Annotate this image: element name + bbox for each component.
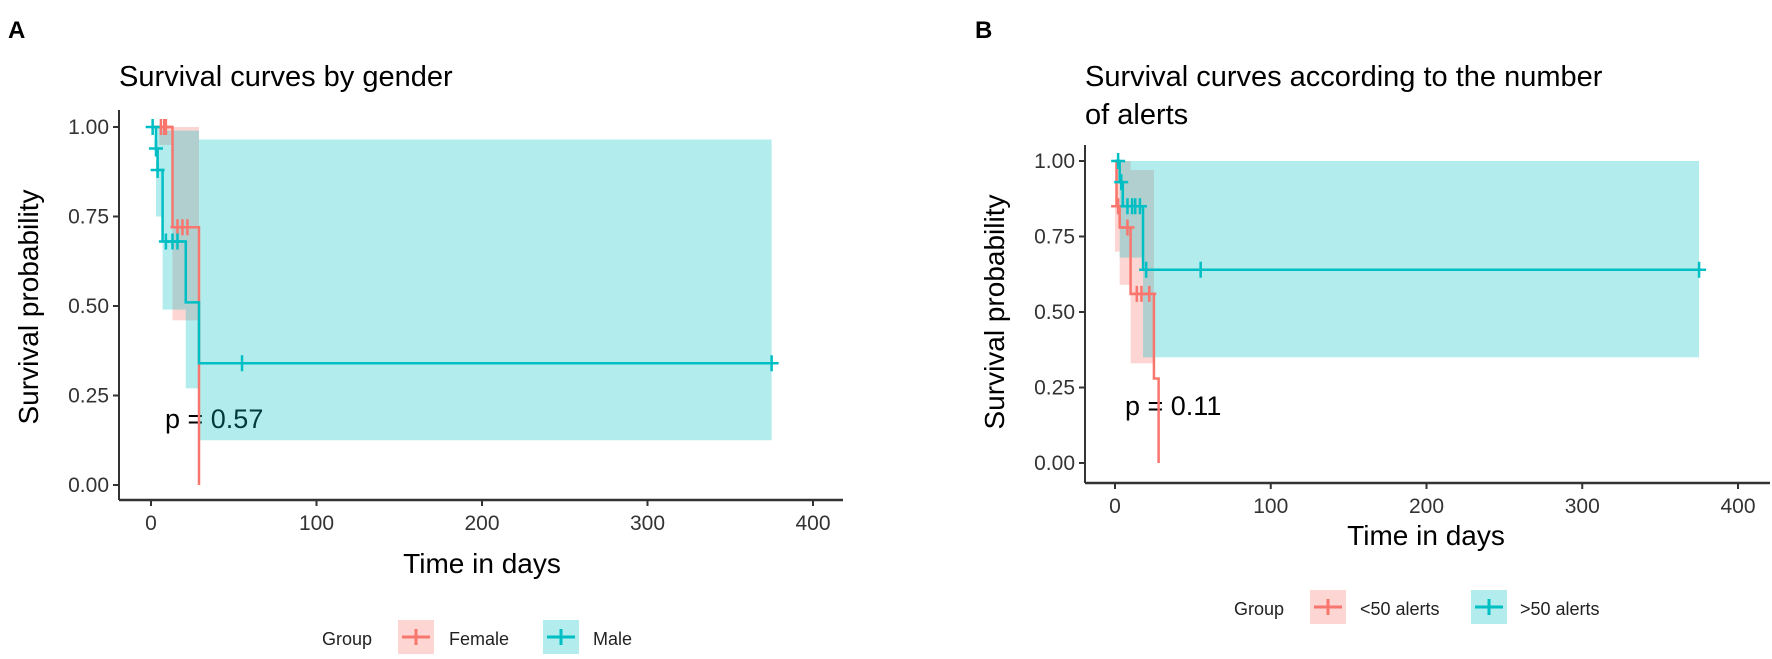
censor-mark [180, 219, 195, 236]
legend-key-icon [547, 629, 575, 645]
x-axis-label: Time in days [1347, 520, 1505, 551]
y-tick-label: 1.00 [1034, 150, 1075, 173]
confidence-band [155, 127, 163, 217]
y-tick-label: 0.75 [68, 206, 109, 229]
p-value-annotation: p = 0.57 [165, 404, 263, 434]
chart-title-line-1: Survival curves according to the number [1085, 61, 1603, 93]
censor-mark [1120, 219, 1135, 236]
censor-mark [1692, 261, 1707, 278]
x-tick-label: 100 [299, 512, 334, 535]
censor-mark [148, 140, 163, 157]
censor-mark [1114, 174, 1129, 191]
x-tick-label: 200 [1409, 495, 1444, 518]
confidence-band [1143, 161, 1700, 358]
y-axis-label: Survival probability [979, 195, 1010, 430]
censor-mark [170, 233, 185, 250]
y-tick-label: 0.75 [1034, 226, 1075, 249]
censor-mark [1193, 261, 1208, 278]
y-tick-label: 1.00 [68, 116, 109, 139]
legend-title: Group [322, 629, 372, 649]
y-tick-label: 0.50 [1034, 301, 1075, 324]
legend-key-icon [1475, 599, 1503, 615]
x-tick-label: 400 [795, 512, 830, 535]
x-tick-label: 200 [464, 512, 499, 535]
panel-letter-a: A [8, 17, 25, 44]
x-axis-label: Time in days [403, 548, 561, 579]
y-tick-label: 0.25 [1034, 377, 1075, 400]
p-value-annotation: p = 0.11 [1125, 391, 1221, 421]
confidence-band [162, 130, 186, 310]
confidence-band [159, 127, 173, 145]
x-tick-label: 400 [1720, 495, 1755, 518]
y-axis-label: Survival probability [13, 190, 44, 425]
legend-label-male: Male [593, 629, 632, 649]
confidence-band [185, 130, 199, 389]
legend-label-gt50: >50 alerts [1520, 599, 1600, 619]
x-tick-label: 300 [630, 512, 665, 535]
chart-title: Survival curves by gender [119, 61, 453, 93]
censor-mark [235, 355, 250, 372]
censor-mark [1139, 261, 1154, 278]
x-tick-label: 0 [1109, 495, 1121, 518]
confidence-band [1119, 161, 1131, 285]
y-tick-label: 0.25 [68, 385, 109, 408]
confidence-band [198, 139, 772, 441]
y-tick-label: 0.00 [1034, 452, 1075, 475]
censor-mark [764, 355, 779, 372]
panel-b-chart: Survival curves according to the number … [979, 61, 1770, 624]
legend-label-lt50: <50 alerts [1360, 599, 1440, 619]
survival-curve-2 [1115, 159, 1700, 271]
censor-mark [1142, 285, 1157, 302]
panel-a-chart: Survival curves by gender Time in days S… [13, 61, 843, 654]
y-tick-label: 0.00 [68, 474, 109, 497]
censor-mark [1111, 153, 1126, 169]
legend-label-female: Female [449, 629, 509, 649]
legend-title: Group [1234, 599, 1284, 619]
chart-title-line-2: of alerts [1085, 99, 1188, 131]
censor-mark [158, 119, 173, 135]
censor-mark [150, 161, 165, 178]
legend-key-icon [1314, 599, 1342, 615]
x-tick-label: 300 [1565, 495, 1600, 518]
x-tick-label: 0 [145, 512, 157, 535]
x-tick-label: 100 [1253, 495, 1288, 518]
censor-mark [145, 119, 160, 135]
legend-key-icon [402, 629, 430, 645]
y-tick-label: 0.50 [68, 295, 109, 318]
censor-mark [1132, 198, 1147, 215]
panel-letter-b: B [975, 17, 992, 44]
